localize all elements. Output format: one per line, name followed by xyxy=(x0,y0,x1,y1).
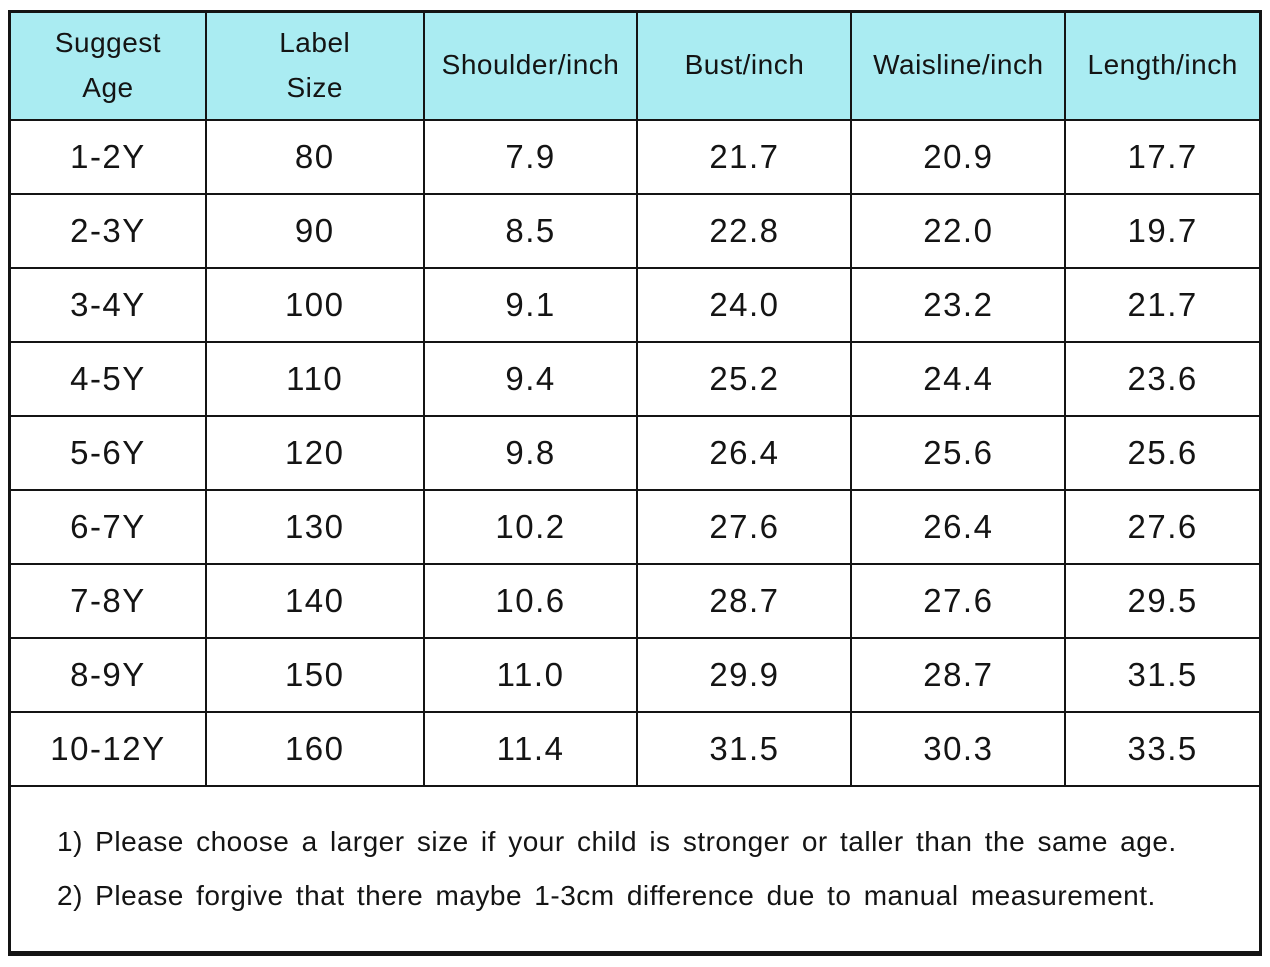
header-length-inch: Length/inch xyxy=(1064,10,1262,121)
cell-bust: 22.8 xyxy=(636,192,853,269)
cell-shoulder: 10.2 xyxy=(422,488,639,565)
cell-length: 25.6 xyxy=(1064,414,1262,491)
header-bust-inch: Bust/inch xyxy=(636,10,853,121)
cell-bust: 25.2 xyxy=(636,340,853,417)
cell-waisline: 23.2 xyxy=(850,266,1067,343)
cell-age: 10-12Y xyxy=(8,710,207,787)
cell-shoulder: 9.4 xyxy=(422,340,639,417)
header-row: Suggest Age Label Size Shoulder/inch Bus… xyxy=(8,10,1262,121)
cell-shoulder: 8.5 xyxy=(422,192,639,269)
cell-waisline: 27.6 xyxy=(850,562,1067,639)
cell-length: 23.6 xyxy=(1064,340,1262,417)
table-row: 3-4Y 100 9.1 24.0 23.2 21.7 xyxy=(8,266,1262,343)
cell-waisline: 20.9 xyxy=(850,118,1067,195)
table-row: 10-12Y 160 11.4 31.5 30.3 33.5 xyxy=(8,710,1262,787)
table-row: 1-2Y 80 7.9 21.7 20.9 17.7 xyxy=(8,118,1262,195)
cell-length: 21.7 xyxy=(1064,266,1262,343)
note-2: 2) Please forgive that there maybe 1-3cm… xyxy=(57,880,1156,912)
cell-waisline: 25.6 xyxy=(850,414,1067,491)
table-row: 4-5Y 110 9.4 25.2 24.4 23.6 xyxy=(8,340,1262,417)
cell-waisline: 24.4 xyxy=(850,340,1067,417)
notes-block: 1) Please choose a larger size if your c… xyxy=(57,788,1239,952)
cell-length: 31.5 xyxy=(1064,636,1262,713)
cell-bust: 21.7 xyxy=(636,118,853,195)
cell-bust: 27.6 xyxy=(636,488,853,565)
size-chart-table: Suggest Age Label Size Shoulder/inch Bus… xyxy=(8,10,1262,956)
table-row: 2-3Y 90 8.5 22.8 22.0 19.7 xyxy=(8,192,1262,269)
cell-waisline: 26.4 xyxy=(850,488,1067,565)
cell-size: 90 xyxy=(204,192,425,269)
cell-shoulder: 9.8 xyxy=(422,414,639,491)
cell-bust: 26.4 xyxy=(636,414,853,491)
cell-length: 27.6 xyxy=(1064,488,1262,565)
cell-size: 140 xyxy=(204,562,425,639)
notes-row: 1) Please choose a larger size if your c… xyxy=(8,784,1262,955)
cell-bust: 31.5 xyxy=(636,710,853,787)
cell-age: 8-9Y xyxy=(8,636,207,713)
notes-cell: 1) Please choose a larger size if your c… xyxy=(8,784,1262,955)
cell-bust: 29.9 xyxy=(636,636,853,713)
cell-size: 150 xyxy=(204,636,425,713)
cell-shoulder: 9.1 xyxy=(422,266,639,343)
cell-size: 120 xyxy=(204,414,425,491)
cell-shoulder: 7.9 xyxy=(422,118,639,195)
table-row: 8-9Y 150 11.0 29.9 28.7 31.5 xyxy=(8,636,1262,713)
table-row: 6-7Y 130 10.2 27.6 26.4 27.6 xyxy=(8,488,1262,565)
cell-age: 5-6Y xyxy=(8,414,207,491)
cell-length: 17.7 xyxy=(1064,118,1262,195)
cell-shoulder: 11.4 xyxy=(422,710,639,787)
note-1: 1) Please choose a larger size if your c… xyxy=(57,825,1177,857)
cell-waisline: 22.0 xyxy=(850,192,1067,269)
cell-length: 33.5 xyxy=(1064,710,1262,787)
cell-size: 110 xyxy=(204,340,425,417)
header-suggest-age: Suggest Age xyxy=(8,10,207,121)
header-shoulder-inch: Shoulder/inch xyxy=(422,10,639,121)
cell-bust: 28.7 xyxy=(636,562,853,639)
header-waisline-inch: Waisline/inch xyxy=(850,10,1067,121)
cell-length: 29.5 xyxy=(1064,562,1262,639)
cell-waisline: 30.3 xyxy=(850,710,1067,787)
cell-size: 130 xyxy=(204,488,425,565)
cell-size: 160 xyxy=(204,710,425,787)
table-row: 5-6Y 120 9.8 26.4 25.6 25.6 xyxy=(8,414,1262,491)
cell-age: 6-7Y xyxy=(8,488,207,565)
cell-length: 19.7 xyxy=(1064,192,1262,269)
cell-bust: 24.0 xyxy=(636,266,853,343)
cell-age: 4-5Y xyxy=(8,340,207,417)
cell-age: 1-2Y xyxy=(8,118,207,195)
cell-waisline: 28.7 xyxy=(850,636,1067,713)
cell-shoulder: 10.6 xyxy=(422,562,639,639)
cell-age: 7-8Y xyxy=(8,562,207,639)
table-row: 7-8Y 140 10.6 28.7 27.6 29.5 xyxy=(8,562,1262,639)
cell-age: 2-3Y xyxy=(8,192,207,269)
cell-age: 3-4Y xyxy=(8,266,207,343)
cell-size: 100 xyxy=(204,266,425,343)
cell-size: 80 xyxy=(204,118,425,195)
cell-shoulder: 11.0 xyxy=(422,636,639,713)
header-label-size: Label Size xyxy=(204,10,425,121)
